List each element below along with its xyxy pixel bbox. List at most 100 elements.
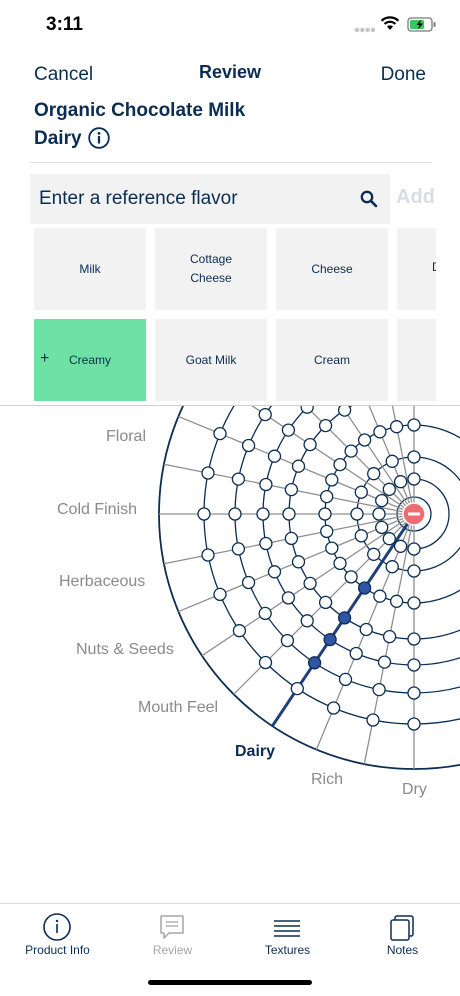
wheel-node[interactable] [367,467,381,481]
wheel-node[interactable] [259,477,273,492]
wheel-node[interactable] [407,717,421,731]
wheel-node[interactable] [281,591,296,605]
flavor-tile[interactable]: Cheese [276,228,388,310]
wheel-node[interactable] [325,473,339,487]
wheel-node[interactable] [303,576,317,591]
flavor-tile[interactable]: Goat Milk [155,319,267,401]
done-button[interactable]: Done [380,64,426,85]
wheel-node-selected[interactable] [357,581,372,595]
wheel-node[interactable] [318,595,333,610]
wheel-node[interactable] [354,529,368,543]
wheel-node[interactable] [333,556,347,571]
wheel-node[interactable] [377,655,392,669]
wheel-node[interactable] [407,450,421,464]
wheel-node[interactable] [389,420,404,434]
wheel-node[interactable] [318,418,333,433]
wheel-node[interactable] [256,507,270,521]
wheel-node-selected[interactable] [323,632,337,647]
wheel-node[interactable] [201,466,215,480]
wheel-node[interactable] [320,489,334,504]
tab-review[interactable]: Review [115,904,230,974]
wheel-node[interactable] [290,681,304,696]
wheel-node[interactable] [282,507,296,521]
wheel-node[interactable] [303,437,317,452]
wheel-node[interactable] [375,493,389,508]
wheel-node[interactable] [300,614,314,628]
wheel-node-selected[interactable] [307,656,322,670]
wheel-node-selected[interactable] [337,611,352,625]
wheel-node[interactable] [407,564,421,578]
wheel-node[interactable] [375,520,389,535]
wheel-node[interactable] [300,400,314,414]
flavor-tile[interactable]: Cottage Cheese [155,228,267,310]
wheel-node[interactable] [393,539,408,553]
wheel-node[interactable] [407,658,421,672]
wheel-node[interactable] [344,444,358,458]
flavor-tile[interactable]: Cream [276,319,388,401]
wheel-node[interactable] [280,633,295,648]
tab-notes[interactable]: Notes [345,904,460,974]
wheel-node[interactable] [349,646,363,661]
flavor-tile[interactable]: Milk [34,228,146,310]
wheel-node[interactable] [367,547,381,561]
tab-product-info[interactable]: Product Info [0,904,115,974]
wheel-node[interactable] [354,485,368,499]
wheel-node[interactable] [318,507,332,521]
wheel-node[interactable] [359,622,373,637]
wheel-node[interactable] [213,426,227,441]
wheel-node[interactable] [366,713,380,727]
wheel-node[interactable] [338,672,353,687]
wheel-node[interactable] [372,507,386,521]
wheel-node[interactable] [385,560,399,574]
wheel-node[interactable] [373,425,387,439]
wheel-node[interactable] [333,457,347,472]
wheel-node[interactable] [281,423,296,437]
wheel-node[interactable] [385,454,399,468]
wheel-node[interactable] [267,449,282,463]
wheel-node[interactable] [284,531,299,546]
wheel-node[interactable] [231,472,246,486]
wheel-node[interactable] [241,575,256,590]
tab-textures[interactable]: Textures [230,904,345,974]
flavor-tile-selected[interactable]: + Creamy [34,319,146,401]
wheel-node[interactable] [407,472,421,486]
wheel-node[interactable] [407,686,421,700]
flavor-tile[interactable] [397,319,436,401]
wheel-node[interactable] [267,565,282,579]
wheel-node[interactable] [231,542,246,556]
wheel-node[interactable] [382,532,396,546]
wheel-node[interactable] [326,701,341,715]
wheel-node[interactable] [259,536,273,551]
wheel-node[interactable] [197,507,211,521]
search-icon[interactable] [360,190,378,208]
info-icon[interactable] [88,127,110,149]
wheel-node[interactable] [382,629,397,644]
wheel-node[interactable] [407,632,421,646]
cancel-button[interactable]: Cancel [34,64,94,85]
wheel-node[interactable] [258,606,272,621]
wheel-node[interactable] [232,624,247,638]
wheel-node[interactable] [213,587,227,602]
flavor-wheel-graphic[interactable] [0,258,460,898]
flavor-wheel[interactable]: Floral Cold Finish Herbaceous Nuts & See… [0,258,460,898]
wheel-node[interactable] [325,541,339,555]
wheel-node[interactable] [407,418,421,432]
wheel-node[interactable] [357,433,372,447]
wheel-node[interactable] [373,589,387,603]
wheel-node[interactable] [344,570,358,584]
wheel-node[interactable] [382,482,396,496]
flavor-tile[interactable]: D [397,228,436,310]
wheel-node[interactable] [337,403,352,417]
wheel-node[interactable] [389,594,404,608]
wheel-node[interactable] [284,482,299,497]
wheel-node[interactable] [241,438,256,453]
wheel-node[interactable] [407,542,421,556]
wheel-node[interactable] [291,555,306,569]
wheel-node[interactable] [201,548,215,562]
wheel-node[interactable] [320,524,334,539]
wheel-node[interactable] [407,596,421,610]
wheel-node[interactable] [228,507,242,521]
reference-flavor-input[interactable] [39,186,339,212]
wheel-node[interactable] [393,475,408,489]
add-button[interactable]: Add [396,186,435,208]
